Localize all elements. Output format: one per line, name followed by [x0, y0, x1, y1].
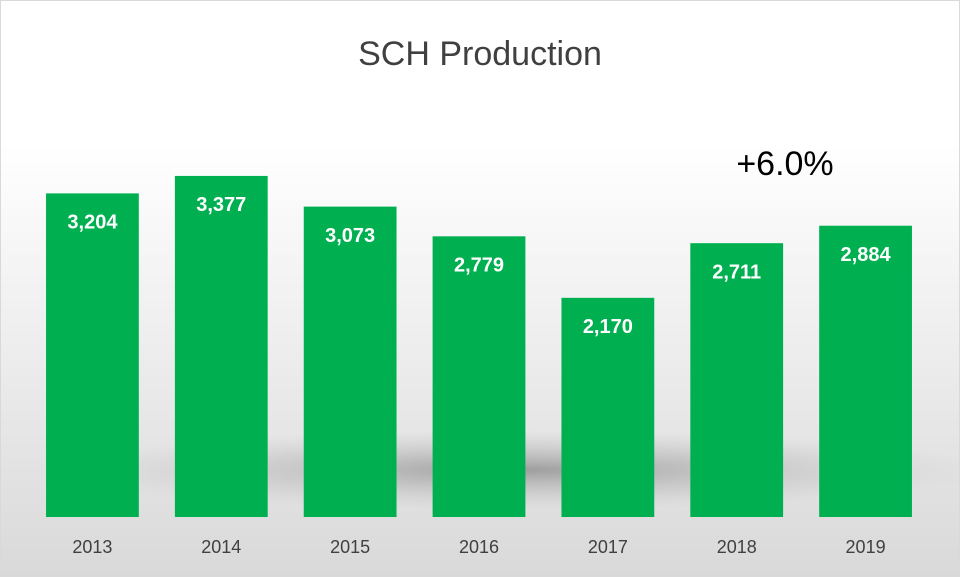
bar — [303, 206, 397, 517]
bar — [432, 236, 526, 518]
x-tick-label: 2018 — [717, 537, 757, 557]
bar — [819, 225, 912, 517]
data-label: 3,377 — [196, 194, 246, 216]
data-label: 2,779 — [454, 255, 504, 277]
chart-title: SCH Production — [358, 35, 602, 73]
x-tick-label: 2017 — [588, 537, 628, 557]
data-label: 3,073 — [325, 225, 375, 247]
data-label: 2,884 — [841, 244, 892, 266]
x-tick-label: 2014 — [201, 537, 241, 557]
x-tick-label: 2013 — [72, 537, 112, 557]
data-label: 2,170 — [583, 316, 633, 338]
bar — [174, 175, 268, 517]
annotation: +6.0% — [736, 145, 833, 183]
bar — [561, 297, 655, 517]
x-tick-label: 2019 — [846, 537, 886, 557]
x-tick-label: 2015 — [330, 537, 370, 557]
data-label: 3,204 — [67, 212, 118, 234]
x-tick-label: 2016 — [459, 537, 499, 557]
bar — [46, 193, 139, 517]
bar — [690, 243, 784, 517]
data-label: 2,711 — [712, 261, 761, 283]
